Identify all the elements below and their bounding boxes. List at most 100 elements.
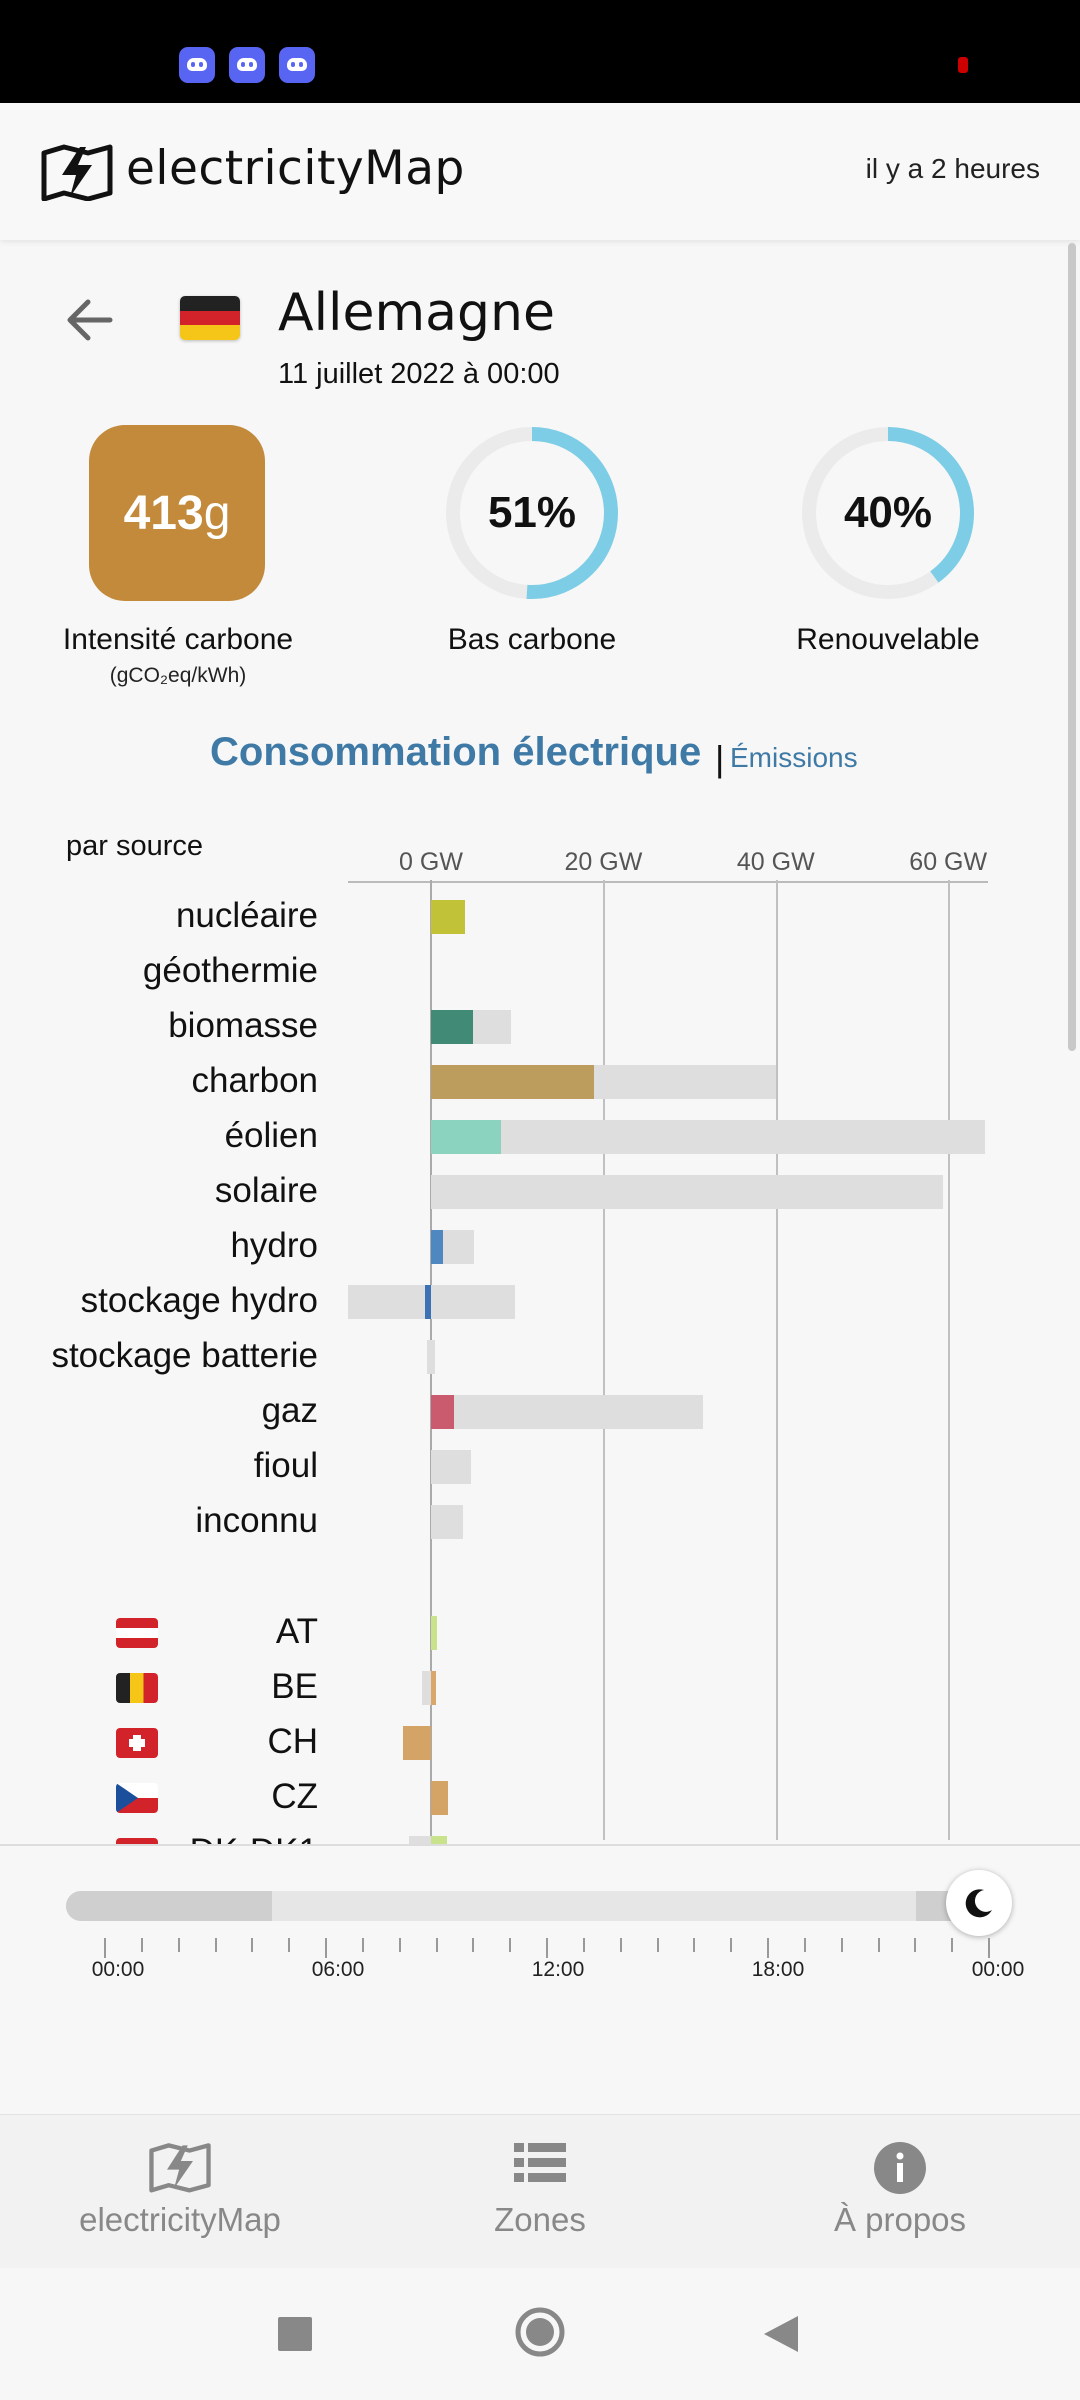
exchange-label: DK-DK1 bbox=[190, 1832, 318, 1844]
dk-dk1-flag-icon bbox=[116, 1838, 158, 1844]
timeline-tick bbox=[582, 1938, 585, 1952]
carbon-intensity-sublabel: (gCO₂eq/kWh) bbox=[109, 664, 247, 687]
production-bar[interactable] bbox=[431, 1120, 501, 1154]
production-bar[interactable] bbox=[431, 1010, 474, 1044]
gridline bbox=[775, 880, 778, 1840]
home-circle-icon[interactable] bbox=[514, 2306, 566, 2358]
capacity-bar[interactable] bbox=[431, 1450, 471, 1484]
gridline bbox=[603, 880, 606, 1840]
chart-title: par source bbox=[66, 830, 204, 862]
source-label: éolien bbox=[224, 1116, 318, 1155]
nav-item-zones[interactable]: Zones bbox=[360, 2115, 720, 2269]
source-label: charbon bbox=[191, 1061, 318, 1100]
timeline-tick bbox=[767, 1938, 769, 1958]
low-carbon-value: 51% bbox=[487, 488, 577, 537]
source-label: solaire bbox=[214, 1171, 318, 1210]
exchange-bar[interactable] bbox=[431, 1671, 437, 1705]
timeline-label: 00:00 bbox=[971, 1958, 1025, 1981]
renewable-value: 40% bbox=[843, 488, 933, 537]
renewable-gauge: 40% bbox=[800, 425, 976, 601]
recents-square-icon[interactable] bbox=[278, 2317, 312, 2351]
timeline-tick bbox=[214, 1938, 217, 1952]
timeline-label: 18:00 bbox=[751, 1958, 805, 1981]
tab-emissions[interactable]: Émissions bbox=[730, 742, 858, 773]
source-label: biomasse bbox=[168, 1006, 318, 1045]
capacity-bar[interactable] bbox=[431, 1395, 704, 1429]
source-label: nucléaire bbox=[175, 896, 318, 935]
source-label: stockage batterie bbox=[51, 1336, 318, 1375]
be-flag-icon bbox=[116, 1673, 158, 1703]
status-bar bbox=[0, 0, 1080, 103]
timeline-tick bbox=[914, 1938, 917, 1952]
capacity-bar[interactable] bbox=[431, 1505, 463, 1539]
production-bar[interactable] bbox=[424, 1285, 431, 1319]
x-tick-label: 40 GW bbox=[736, 848, 815, 876]
timeline-tick bbox=[472, 1938, 475, 1952]
capacity-bar[interactable] bbox=[348, 1285, 515, 1319]
tab-separator: | bbox=[715, 738, 725, 779]
back-triangle-icon[interactable] bbox=[762, 2314, 800, 2354]
production-chart: nucléaire géothermie biomasse charbon éolien… bbox=[0, 880, 1080, 1844]
timeline-tick bbox=[398, 1938, 401, 1952]
exchange-bar[interactable] bbox=[431, 1781, 449, 1815]
zone-datetime: 11 juillet 2022 à 00:00 bbox=[278, 358, 560, 390]
timeline-tick bbox=[325, 1938, 327, 1958]
source-label: fioul bbox=[253, 1446, 318, 1485]
timeline-label: 00:00 bbox=[91, 1958, 145, 1981]
exchange-bar[interactable] bbox=[431, 1836, 448, 1844]
scrollbar[interactable] bbox=[1068, 243, 1076, 1051]
capacity-bar[interactable] bbox=[426, 1340, 436, 1374]
exchange-bar[interactable] bbox=[403, 1726, 431, 1760]
timeline-tick bbox=[177, 1938, 180, 1952]
bottom-navigation: electricityMap Zones À propos bbox=[0, 2114, 1080, 2269]
nav-label: Zones bbox=[494, 2201, 586, 2238]
zone-name: Allemagne bbox=[278, 283, 555, 343]
timeline-tick bbox=[104, 1938, 106, 1958]
app-title[interactable]: electricityMap bbox=[126, 141, 465, 196]
capacity-bar[interactable] bbox=[431, 1120, 986, 1154]
x-tick-label: 60 GW bbox=[909, 848, 988, 876]
nav-item-electricitymap[interactable]: electricityMap bbox=[0, 2115, 360, 2269]
germany-flag-icon bbox=[180, 296, 240, 340]
source-label: gaz bbox=[261, 1391, 318, 1430]
capacity-bar[interactable] bbox=[409, 1836, 448, 1844]
list-icon bbox=[514, 2143, 566, 2182]
timeline-tick bbox=[730, 1938, 733, 1952]
source-label: hydro bbox=[230, 1226, 318, 1265]
timeline-panel bbox=[0, 1844, 1080, 2116]
cz-flag-icon bbox=[116, 1783, 158, 1813]
time-slider-thumb[interactable] bbox=[946, 1870, 1012, 1936]
timeline-label: 06:00 bbox=[311, 1958, 365, 1981]
exchange-bar[interactable] bbox=[431, 1616, 438, 1650]
moon-icon bbox=[965, 1889, 992, 1918]
tab-consumption[interactable]: Consommation électrique bbox=[210, 730, 702, 774]
nav-label: À propos bbox=[833, 2201, 967, 2238]
capacity-bar[interactable] bbox=[431, 1175, 944, 1209]
timeline-tick bbox=[693, 1938, 696, 1952]
exchange-label: AT bbox=[275, 1612, 318, 1651]
production-bar[interactable] bbox=[431, 1230, 444, 1264]
exchange-label: CZ bbox=[271, 1777, 318, 1816]
nav-item-about[interactable]: À propos bbox=[720, 2115, 1080, 2269]
x-tick-label: 20 GW bbox=[564, 848, 643, 876]
low-carbon-gauge: 51% bbox=[444, 425, 620, 601]
timeline-label: 12:00 bbox=[531, 1958, 585, 1981]
timeline-tick bbox=[140, 1938, 143, 1952]
recording-indicator-icon bbox=[958, 57, 968, 73]
timeline-tick bbox=[435, 1938, 438, 1952]
production-bar[interactable] bbox=[431, 900, 466, 934]
app-header: electricityMap il y a 2 heures bbox=[0, 103, 1080, 240]
timeline-tick bbox=[656, 1938, 659, 1952]
timeline-tick bbox=[803, 1938, 806, 1952]
production-bar[interactable] bbox=[431, 1395, 455, 1429]
timeline-tick bbox=[619, 1938, 622, 1952]
timeline-tick bbox=[988, 1938, 990, 1958]
source-label: stockage hydro bbox=[80, 1281, 318, 1320]
x-axis-line bbox=[348, 881, 988, 883]
low-carbon-label: Bas carbone bbox=[447, 623, 617, 656]
gridline bbox=[948, 880, 951, 1840]
production-bar[interactable] bbox=[431, 1065, 594, 1099]
back-arrow-icon[interactable] bbox=[60, 290, 120, 350]
timeline-tick bbox=[361, 1938, 364, 1952]
carbon-intensity-unit: g bbox=[203, 486, 231, 540]
